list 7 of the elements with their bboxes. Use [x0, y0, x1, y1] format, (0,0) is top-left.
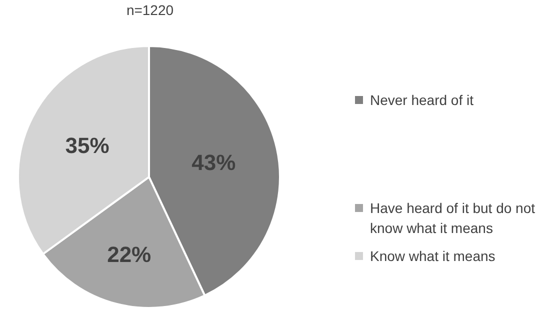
- data-label: 35%: [65, 133, 110, 158]
- chart-title: n=1220: [126, 2, 174, 18]
- legend-label: Never heard of it: [370, 91, 474, 110]
- legend-label: Have heard of it but do not know what it means: [370, 199, 536, 238]
- data-label: 22%: [107, 242, 152, 267]
- legend-label: Know what it means: [370, 247, 496, 266]
- data-label: 43%: [192, 150, 236, 176]
